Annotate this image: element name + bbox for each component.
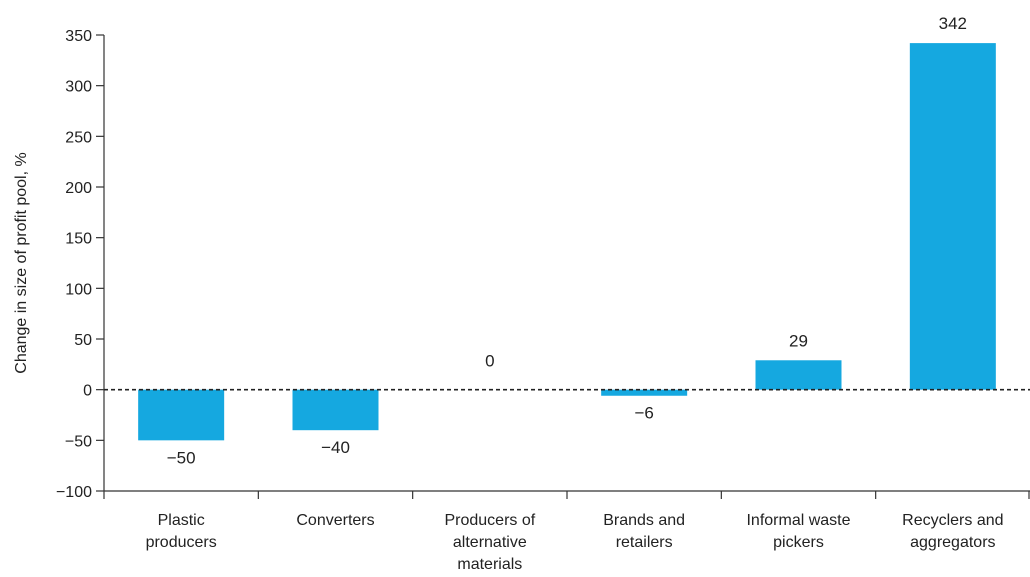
value-label: 342 [939,14,967,33]
value-label: 0 [485,352,494,371]
value-label: −50 [167,448,196,467]
x-category-label: Informal waste pickers [746,512,850,551]
y-tick-label: 100 [65,281,92,298]
x-category-label: Plastic producers [146,512,217,551]
y-tick-label: 250 [65,129,92,146]
x-category-label-line: aggregators [910,534,995,551]
y-tick-label: −100 [56,484,92,501]
x-category-label-line: materials [457,556,522,573]
y-tick-label: −50 [65,433,92,450]
x-category-label: Converters [296,512,374,529]
value-label: −6 [634,404,653,423]
bar [909,43,996,390]
bar [601,389,688,396]
y-tick-label: 300 [65,79,92,96]
x-category-label-line: retailers [616,534,673,551]
bar [292,389,379,431]
x-category-label: Brands and retailers [603,512,685,551]
bar [138,389,225,441]
x-category-label-line: Recyclers and [902,512,1003,529]
y-tick-label: 200 [65,180,92,197]
x-category-label-line: alternative [453,534,527,551]
x-category-label-line: Informal waste [746,512,850,529]
y-tick-label: 150 [65,231,92,248]
x-category-label-line: Plastic [158,512,205,529]
value-label: −40 [321,438,350,457]
value-label: 29 [789,331,808,350]
y-tick-label: 0 [83,383,92,400]
y-tick-label: 350 [65,28,92,45]
bar [755,360,842,390]
x-category-label-line: producers [146,534,217,551]
x-category-label-line: Brands and [603,512,685,529]
x-category-label: Producers of alternative materials [444,512,535,573]
y-axis-title: Change in size of profit pool, % [13,152,30,373]
x-category-label-line: Converters [296,512,374,529]
x-category-label: Recyclers and aggregators [902,512,1003,551]
y-tick-label: 50 [74,332,92,349]
x-category-label-line: Producers of [444,512,535,529]
x-category-label-line: pickers [773,534,824,551]
